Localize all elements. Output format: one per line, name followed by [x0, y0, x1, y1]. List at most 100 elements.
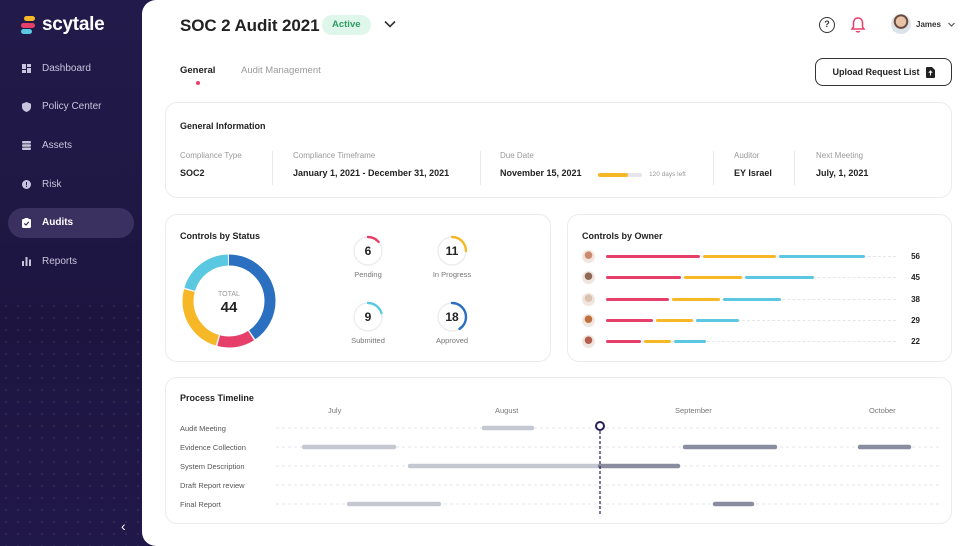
- stat-label: Approved: [435, 336, 469, 345]
- process-timeline-card: Process Timeline July August September O…: [165, 377, 952, 524]
- owner-avatar: [582, 335, 595, 349]
- main-content: SOC 2 Audit 2021 Active ? James General …: [142, 0, 975, 546]
- owner-bar-segment: [606, 255, 700, 258]
- owner-bar-segment: [744, 276, 814, 280]
- days-left-text: 120 days left: [649, 171, 686, 178]
- timeline-row-label: Final Report: [180, 500, 221, 509]
- sidebar-item-audits[interactable]: Audits: [8, 207, 134, 238]
- sidebar-item-label: Reports: [42, 255, 78, 267]
- stat-ring: 18: [436, 301, 468, 333]
- due-date-progress-bar: [598, 173, 642, 177]
- sidebar-item-reports[interactable]: Reports: [8, 246, 134, 276]
- owner-bar-segment: [683, 276, 742, 280]
- owner-row[interactable]: 29: [582, 313, 942, 328]
- sidebar-item-label: Dashboard: [42, 62, 91, 74]
- stat-label: Submitted: [351, 336, 385, 345]
- owner-row[interactable]: 38: [582, 292, 942, 307]
- stat-ring-arc: [436, 235, 468, 267]
- divider: [480, 151, 481, 185]
- page-title: SOC 2 Audit 2021: [180, 16, 320, 35]
- owner-avatar: [582, 313, 595, 327]
- stat-value: 9: [364, 310, 372, 324]
- due-date-field: Due Date November 15, 2021: [500, 151, 582, 178]
- dashboard-icon: [22, 63, 31, 73]
- owner-bar-segment: [606, 276, 681, 280]
- stat-value: 18: [445, 310, 459, 324]
- sidebar-dot-pattern: [0, 300, 150, 546]
- stat-label: In Progress: [432, 270, 472, 279]
- donut-total-label: TOTAL: [218, 291, 240, 298]
- sidebar-item-assets[interactable]: Assets: [8, 130, 134, 160]
- tab-audit-management[interactable]: Audit Management: [241, 65, 321, 76]
- owner-guide-line: [606, 341, 896, 343]
- ring-progress: [352, 301, 384, 333]
- collapse-sidebar-icon[interactable]: ‹: [121, 518, 126, 534]
- upload-request-list-button[interactable]: Upload Request List: [815, 58, 952, 86]
- logo[interactable]: scytale: [20, 14, 105, 36]
- donut-segment[interactable]: [182, 254, 276, 348]
- status-in-progress[interactable]: 11 In Progress: [422, 235, 482, 279]
- owner-avatar: [582, 271, 595, 285]
- sidebar-item-label: Risk: [42, 178, 62, 190]
- timeline-chart: [276, 421, 941, 515]
- logo-mark-icon: [20, 15, 36, 35]
- timeline-month: October: [869, 406, 896, 415]
- owner-bar-segment: [723, 297, 781, 301]
- compliance-type-field: Compliance Type SOC2: [180, 151, 242, 178]
- owner-count: 45: [911, 273, 920, 283]
- timeline-today-marker: [595, 421, 605, 431]
- chevron-down-icon[interactable]: [382, 16, 398, 32]
- sidebar-item-dashboard[interactable]: Dashboard: [8, 53, 134, 83]
- donut-segment[interactable]: [182, 254, 276, 348]
- file-upload-icon: [925, 66, 935, 78]
- donut-total-value: 44: [221, 299, 238, 316]
- owner-bar-segment: [671, 297, 721, 301]
- clipboard-icon: [22, 217, 31, 228]
- alert-icon: [22, 179, 31, 189]
- user-menu-chevron-icon[interactable]: [947, 20, 956, 29]
- help-icon[interactable]: ?: [819, 17, 835, 33]
- timeline-row-label: Draft Report review: [180, 481, 245, 490]
- field-label: Compliance Timeframe: [293, 151, 376, 160]
- divider: [713, 151, 714, 185]
- owner-bar-segment: [606, 297, 669, 301]
- sidebar-item-policy-center[interactable]: Policy Center: [8, 92, 134, 122]
- stat-value: 11: [445, 244, 459, 258]
- owner-bar-segment: [644, 340, 671, 344]
- field-label: Due Date: [500, 151, 534, 160]
- sidebar-nav: Dashboard Policy Center Assets Risk Audi…: [8, 53, 134, 285]
- stat-ring: 11: [436, 235, 468, 267]
- divider: [272, 151, 273, 185]
- stat-label: Pending: [354, 270, 382, 279]
- divider: [794, 151, 795, 185]
- due-date-progress-fill: [598, 173, 628, 177]
- avatar[interactable]: [891, 14, 911, 34]
- owner-count: 22: [911, 337, 920, 347]
- stat-ring: 6: [352, 235, 384, 267]
- owner-row[interactable]: 45: [582, 271, 942, 285]
- status-submitted[interactable]: 9 Submitted: [338, 301, 398, 345]
- owner-row[interactable]: 22: [582, 335, 942, 349]
- owner-row[interactable]: 56: [582, 250, 942, 264]
- bell-icon[interactable]: [850, 16, 866, 34]
- sidebar-item-risk[interactable]: Risk: [8, 169, 134, 199]
- controls-by-status-card: Controls by Status TOTAL 44 6 Pending 11…: [165, 214, 551, 362]
- owner-bar-segment: [702, 255, 776, 258]
- stat-ring-arc: [352, 301, 384, 333]
- timeline-row-label: Evidence Collection: [180, 443, 246, 452]
- timeline-row-label: System Description: [180, 462, 245, 471]
- ring-progress: [436, 301, 468, 333]
- status-pending[interactable]: 6 Pending: [338, 235, 398, 279]
- auditor-field: Auditor EY Israel: [734, 151, 772, 178]
- active-tab-indicator: [196, 81, 200, 85]
- next-meeting-field: Next Meeting July, 1, 2021: [816, 151, 868, 178]
- card-title: Controls by Status: [180, 231, 261, 241]
- tab-general[interactable]: General: [180, 65, 216, 76]
- stat-ring-arc: [352, 235, 384, 267]
- user-name[interactable]: James: [916, 20, 941, 29]
- owner-bar-segment: [695, 318, 739, 322]
- stat-ring: 9: [352, 301, 384, 333]
- status-approved[interactable]: 18 Approved: [422, 301, 482, 345]
- donut-segment[interactable]: [182, 254, 276, 348]
- owner-bar-segment: [673, 340, 706, 344]
